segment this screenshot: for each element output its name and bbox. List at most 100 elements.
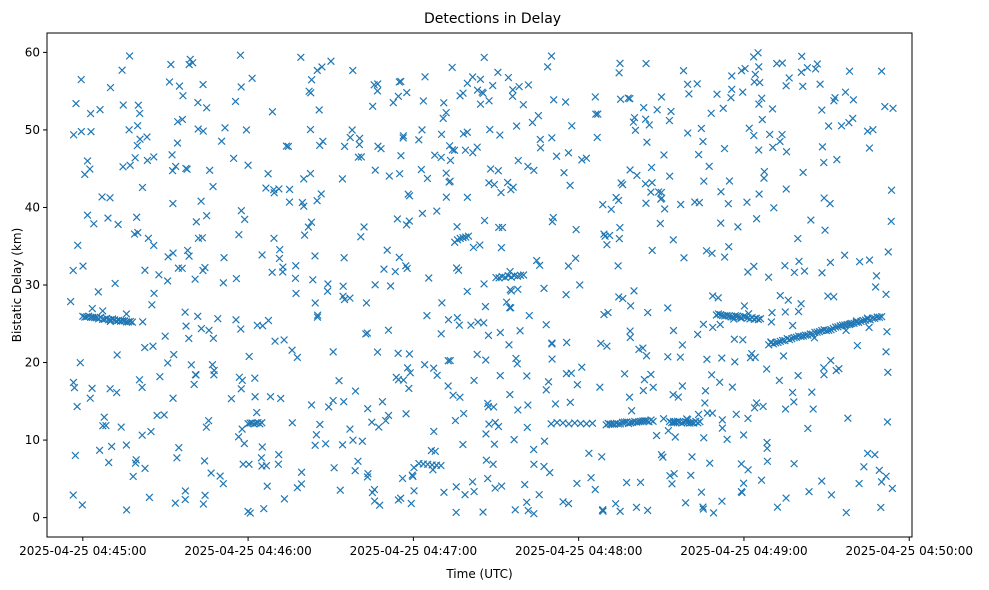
data-point: [762, 365, 771, 373]
data-point: [229, 154, 238, 163]
data-point: [459, 233, 467, 242]
data-point: [511, 506, 520, 514]
data-point: [73, 402, 81, 411]
data-point: [816, 80, 824, 88]
data-point: [516, 326, 524, 335]
data-point: [561, 98, 570, 106]
data-point: [544, 377, 553, 386]
data-point: [504, 73, 513, 82]
data-point: [377, 144, 385, 153]
data-point: [338, 440, 347, 449]
data-point: [492, 273, 500, 282]
data-point: [716, 219, 725, 227]
data-point: [728, 383, 737, 391]
data-point: [508, 85, 517, 94]
data-point: [181, 308, 189, 316]
data-point: [683, 129, 692, 137]
data-point: [562, 290, 570, 299]
data-point: [797, 332, 805, 341]
data-point: [502, 298, 511, 306]
data-point: [588, 419, 597, 428]
data-point: [865, 256, 874, 264]
data-point: [258, 443, 267, 451]
data-point: [135, 375, 144, 384]
data-point: [210, 366, 219, 375]
data-point: [163, 277, 172, 285]
data-point: [591, 485, 600, 494]
data-point: [859, 316, 868, 325]
data-point: [849, 95, 858, 104]
data-point: [656, 219, 665, 228]
data-point: [420, 360, 429, 369]
data-point: [562, 369, 571, 378]
data-point: [795, 257, 803, 266]
data-point: [603, 342, 611, 350]
data-point: [161, 332, 170, 340]
data-point: [138, 183, 147, 192]
data-point: [505, 340, 513, 349]
data-point: [840, 251, 849, 259]
data-point: [695, 198, 704, 207]
data-point: [687, 418, 696, 427]
data-point: [381, 416, 390, 425]
data-point: [339, 292, 347, 301]
data-point: [785, 74, 794, 82]
data-point: [156, 372, 164, 381]
data-point: [248, 74, 256, 83]
data-point: [573, 479, 581, 488]
data-point: [104, 458, 113, 467]
data-point: [720, 253, 729, 261]
data-point: [768, 308, 776, 317]
data-point: [155, 270, 163, 279]
data-point: [191, 370, 200, 379]
data-point: [232, 274, 241, 283]
data-point: [542, 386, 551, 394]
data-point: [394, 375, 403, 384]
data-point: [173, 139, 182, 147]
data-point: [797, 299, 805, 308]
data-point: [754, 146, 763, 154]
data-point: [636, 478, 645, 487]
data-point: [667, 107, 675, 116]
data-point: [664, 352, 672, 361]
data-point: [197, 197, 205, 206]
data-point: [312, 430, 321, 439]
data-point: [841, 88, 850, 96]
data-point: [209, 182, 217, 191]
data-point: [122, 310, 131, 318]
data-point: [877, 478, 886, 486]
data-point: [399, 131, 408, 140]
data-point: [355, 140, 364, 149]
data-point: [699, 503, 707, 511]
data-point: [647, 188, 655, 197]
data-point: [708, 409, 717, 418]
data-point: [143, 133, 151, 141]
data-point: [785, 335, 794, 344]
data-point: [775, 376, 784, 385]
data-point: [659, 453, 667, 462]
data-point: [514, 156, 523, 165]
data-point: [591, 110, 600, 119]
data-point: [149, 153, 158, 161]
data-point: [790, 268, 799, 277]
data-point: [607, 205, 616, 214]
data-point: [175, 82, 184, 90]
data-point: [758, 115, 767, 124]
data-point: [100, 413, 109, 422]
data-point: [732, 410, 741, 419]
data-point: [79, 262, 87, 270]
data-point: [641, 115, 650, 124]
data-point: [448, 146, 457, 154]
data-point: [520, 480, 529, 489]
data-point: [408, 471, 417, 479]
data-point: [755, 78, 764, 87]
data-point: [368, 102, 377, 111]
data-point: [199, 80, 207, 89]
x-axis-label: Time (UTC): [445, 567, 512, 581]
x-tick-label: 2025-04-25 04:45:00: [19, 544, 146, 558]
data-point: [697, 488, 706, 496]
data-point: [685, 90, 693, 98]
data-point: [264, 169, 272, 178]
data-point: [145, 493, 154, 502]
data-point: [696, 417, 704, 426]
